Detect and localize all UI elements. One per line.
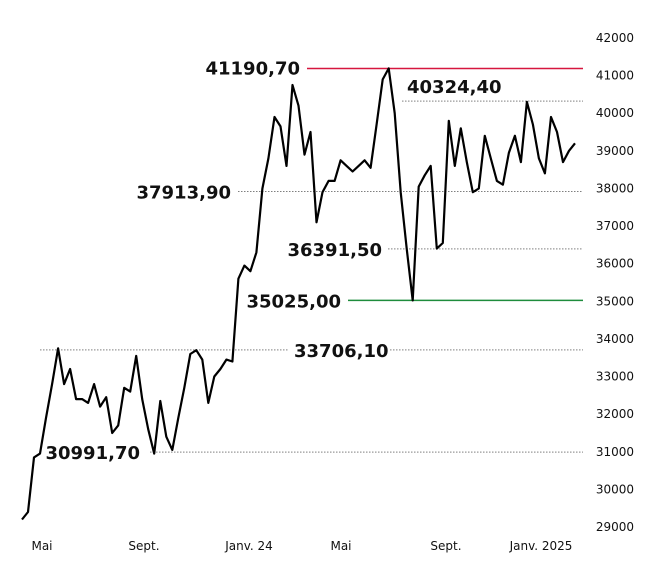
y-tick-label: 40000 xyxy=(596,106,634,120)
y-tick-label: 36000 xyxy=(596,257,634,271)
y-tick-label: 41000 xyxy=(596,69,634,83)
annotation-label: 36391,50 xyxy=(287,240,382,261)
y-tick-label: 34000 xyxy=(596,332,634,346)
x-tick-label: Mai xyxy=(330,539,351,553)
y-tick-label: 30000 xyxy=(596,482,634,496)
x-tick-label: Janv. 24 xyxy=(224,539,273,553)
x-tick-label: Sept. xyxy=(128,539,159,553)
x-tick-label: Mai xyxy=(31,539,52,553)
y-tick-label: 35000 xyxy=(596,294,634,308)
y-tick-label: 33000 xyxy=(596,370,634,384)
annotation-label: 30991,70 xyxy=(45,443,140,464)
x-tick-label: Janv. 2025 xyxy=(509,539,573,553)
annotation-label: 33706,10 xyxy=(294,341,389,362)
y-tick-label: 32000 xyxy=(596,407,634,421)
annotation-label: 41190,70 xyxy=(205,58,300,79)
y-tick-label: 39000 xyxy=(596,144,634,158)
y-tick-label: 37000 xyxy=(596,219,634,233)
y-tick-label: 29000 xyxy=(596,520,634,534)
series-line xyxy=(21,67,576,521)
y-tick-label: 31000 xyxy=(596,445,634,459)
annotation-label: 35025,00 xyxy=(246,291,341,312)
y-tick-label: 42000 xyxy=(596,31,634,45)
annotation-label: 40324,40 xyxy=(407,77,502,98)
x-tick-label: Sept. xyxy=(430,539,461,553)
annotation-label: 37913,90 xyxy=(136,183,231,204)
y-tick-label: 38000 xyxy=(596,181,634,195)
